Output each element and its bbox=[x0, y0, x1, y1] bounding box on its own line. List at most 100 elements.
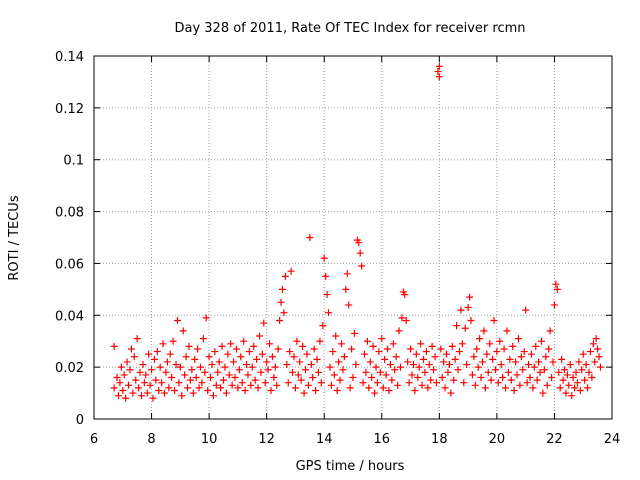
data-point bbox=[155, 386, 163, 394]
x-tick-label: 22 bbox=[546, 432, 563, 447]
data-point bbox=[432, 379, 440, 387]
data-point bbox=[335, 358, 343, 366]
data-point bbox=[552, 280, 560, 288]
data-point bbox=[221, 363, 229, 371]
data-point bbox=[466, 293, 474, 301]
y-axis-label: ROTI / TECUs bbox=[7, 195, 22, 280]
data-point bbox=[572, 368, 580, 376]
data-point bbox=[553, 285, 561, 293]
data-point bbox=[322, 272, 330, 280]
data-point bbox=[384, 345, 392, 353]
data-point bbox=[366, 358, 374, 366]
x-axis-label: GPS time / hours bbox=[296, 459, 405, 474]
data-point bbox=[451, 355, 459, 363]
data-point bbox=[326, 363, 334, 371]
data-point bbox=[343, 270, 351, 278]
data-point bbox=[529, 384, 537, 392]
data-point bbox=[153, 348, 161, 356]
data-point bbox=[425, 361, 433, 369]
data-point bbox=[408, 371, 416, 379]
data-point bbox=[558, 355, 566, 363]
data-point bbox=[165, 384, 173, 392]
data-point bbox=[130, 353, 138, 361]
data-point bbox=[268, 353, 276, 361]
data-point bbox=[542, 353, 550, 361]
data-point bbox=[293, 337, 301, 345]
data-point bbox=[273, 381, 281, 389]
data-point bbox=[476, 335, 484, 343]
data-point bbox=[545, 345, 553, 353]
data-point bbox=[222, 389, 230, 397]
data-point bbox=[359, 379, 367, 387]
data-point bbox=[231, 374, 239, 382]
data-point bbox=[260, 319, 268, 327]
data-point bbox=[299, 342, 307, 350]
data-point bbox=[133, 335, 141, 343]
data-point bbox=[556, 384, 564, 392]
x-tick-label: 18 bbox=[431, 432, 448, 447]
data-point bbox=[500, 345, 508, 353]
data-point bbox=[140, 379, 148, 387]
data-point bbox=[132, 376, 140, 384]
data-point bbox=[271, 363, 279, 371]
data-point bbox=[286, 348, 294, 356]
data-point bbox=[487, 376, 495, 384]
data-point bbox=[441, 384, 449, 392]
data-point bbox=[150, 355, 158, 363]
data-point bbox=[392, 353, 400, 361]
data-point bbox=[434, 68, 442, 76]
data-point bbox=[196, 363, 204, 371]
data-point bbox=[589, 340, 597, 348]
data-point bbox=[232, 345, 240, 353]
data-point bbox=[421, 368, 429, 376]
data-point bbox=[396, 363, 404, 371]
x-tick-labels: 6 8 10 12 14 16 18 20 22 24 bbox=[90, 432, 620, 447]
data-point bbox=[422, 348, 430, 356]
data-point bbox=[361, 350, 369, 358]
data-point bbox=[211, 348, 219, 356]
data-point bbox=[110, 384, 118, 392]
x-tick-label: 16 bbox=[374, 432, 391, 447]
data-point bbox=[568, 392, 576, 400]
data-point bbox=[536, 368, 544, 376]
data-point bbox=[202, 314, 210, 322]
data-point bbox=[227, 340, 235, 348]
data-point bbox=[296, 358, 304, 366]
data-point bbox=[320, 254, 328, 262]
data-point bbox=[125, 381, 133, 389]
data-point bbox=[448, 342, 456, 350]
data-point bbox=[166, 350, 174, 358]
data-point bbox=[512, 358, 520, 366]
data-point bbox=[585, 368, 593, 376]
data-point bbox=[176, 363, 184, 371]
data-point bbox=[186, 376, 194, 384]
data-point bbox=[363, 337, 371, 345]
data-point bbox=[350, 329, 358, 337]
data-point bbox=[191, 355, 199, 363]
data-point bbox=[539, 389, 547, 397]
plot-frame bbox=[93, 55, 613, 420]
data-point bbox=[481, 384, 489, 392]
data-point bbox=[595, 353, 603, 361]
data-point bbox=[435, 62, 443, 70]
data-point bbox=[575, 358, 583, 366]
data-point bbox=[143, 389, 151, 397]
data-point bbox=[185, 342, 193, 350]
data-point bbox=[494, 379, 502, 387]
data-point bbox=[325, 309, 333, 317]
data-point bbox=[110, 342, 118, 350]
data-point bbox=[218, 342, 226, 350]
data-point bbox=[477, 374, 485, 382]
data-point bbox=[127, 345, 135, 353]
data-point bbox=[550, 301, 558, 309]
data-point bbox=[235, 366, 243, 374]
data-point bbox=[220, 376, 227, 384]
data-point bbox=[244, 371, 252, 379]
data-point bbox=[337, 340, 345, 348]
data-point bbox=[261, 379, 269, 387]
data-point bbox=[136, 368, 144, 376]
data-point bbox=[312, 386, 320, 394]
data-point bbox=[497, 361, 505, 369]
data-point bbox=[179, 327, 187, 335]
data-point bbox=[225, 371, 233, 379]
